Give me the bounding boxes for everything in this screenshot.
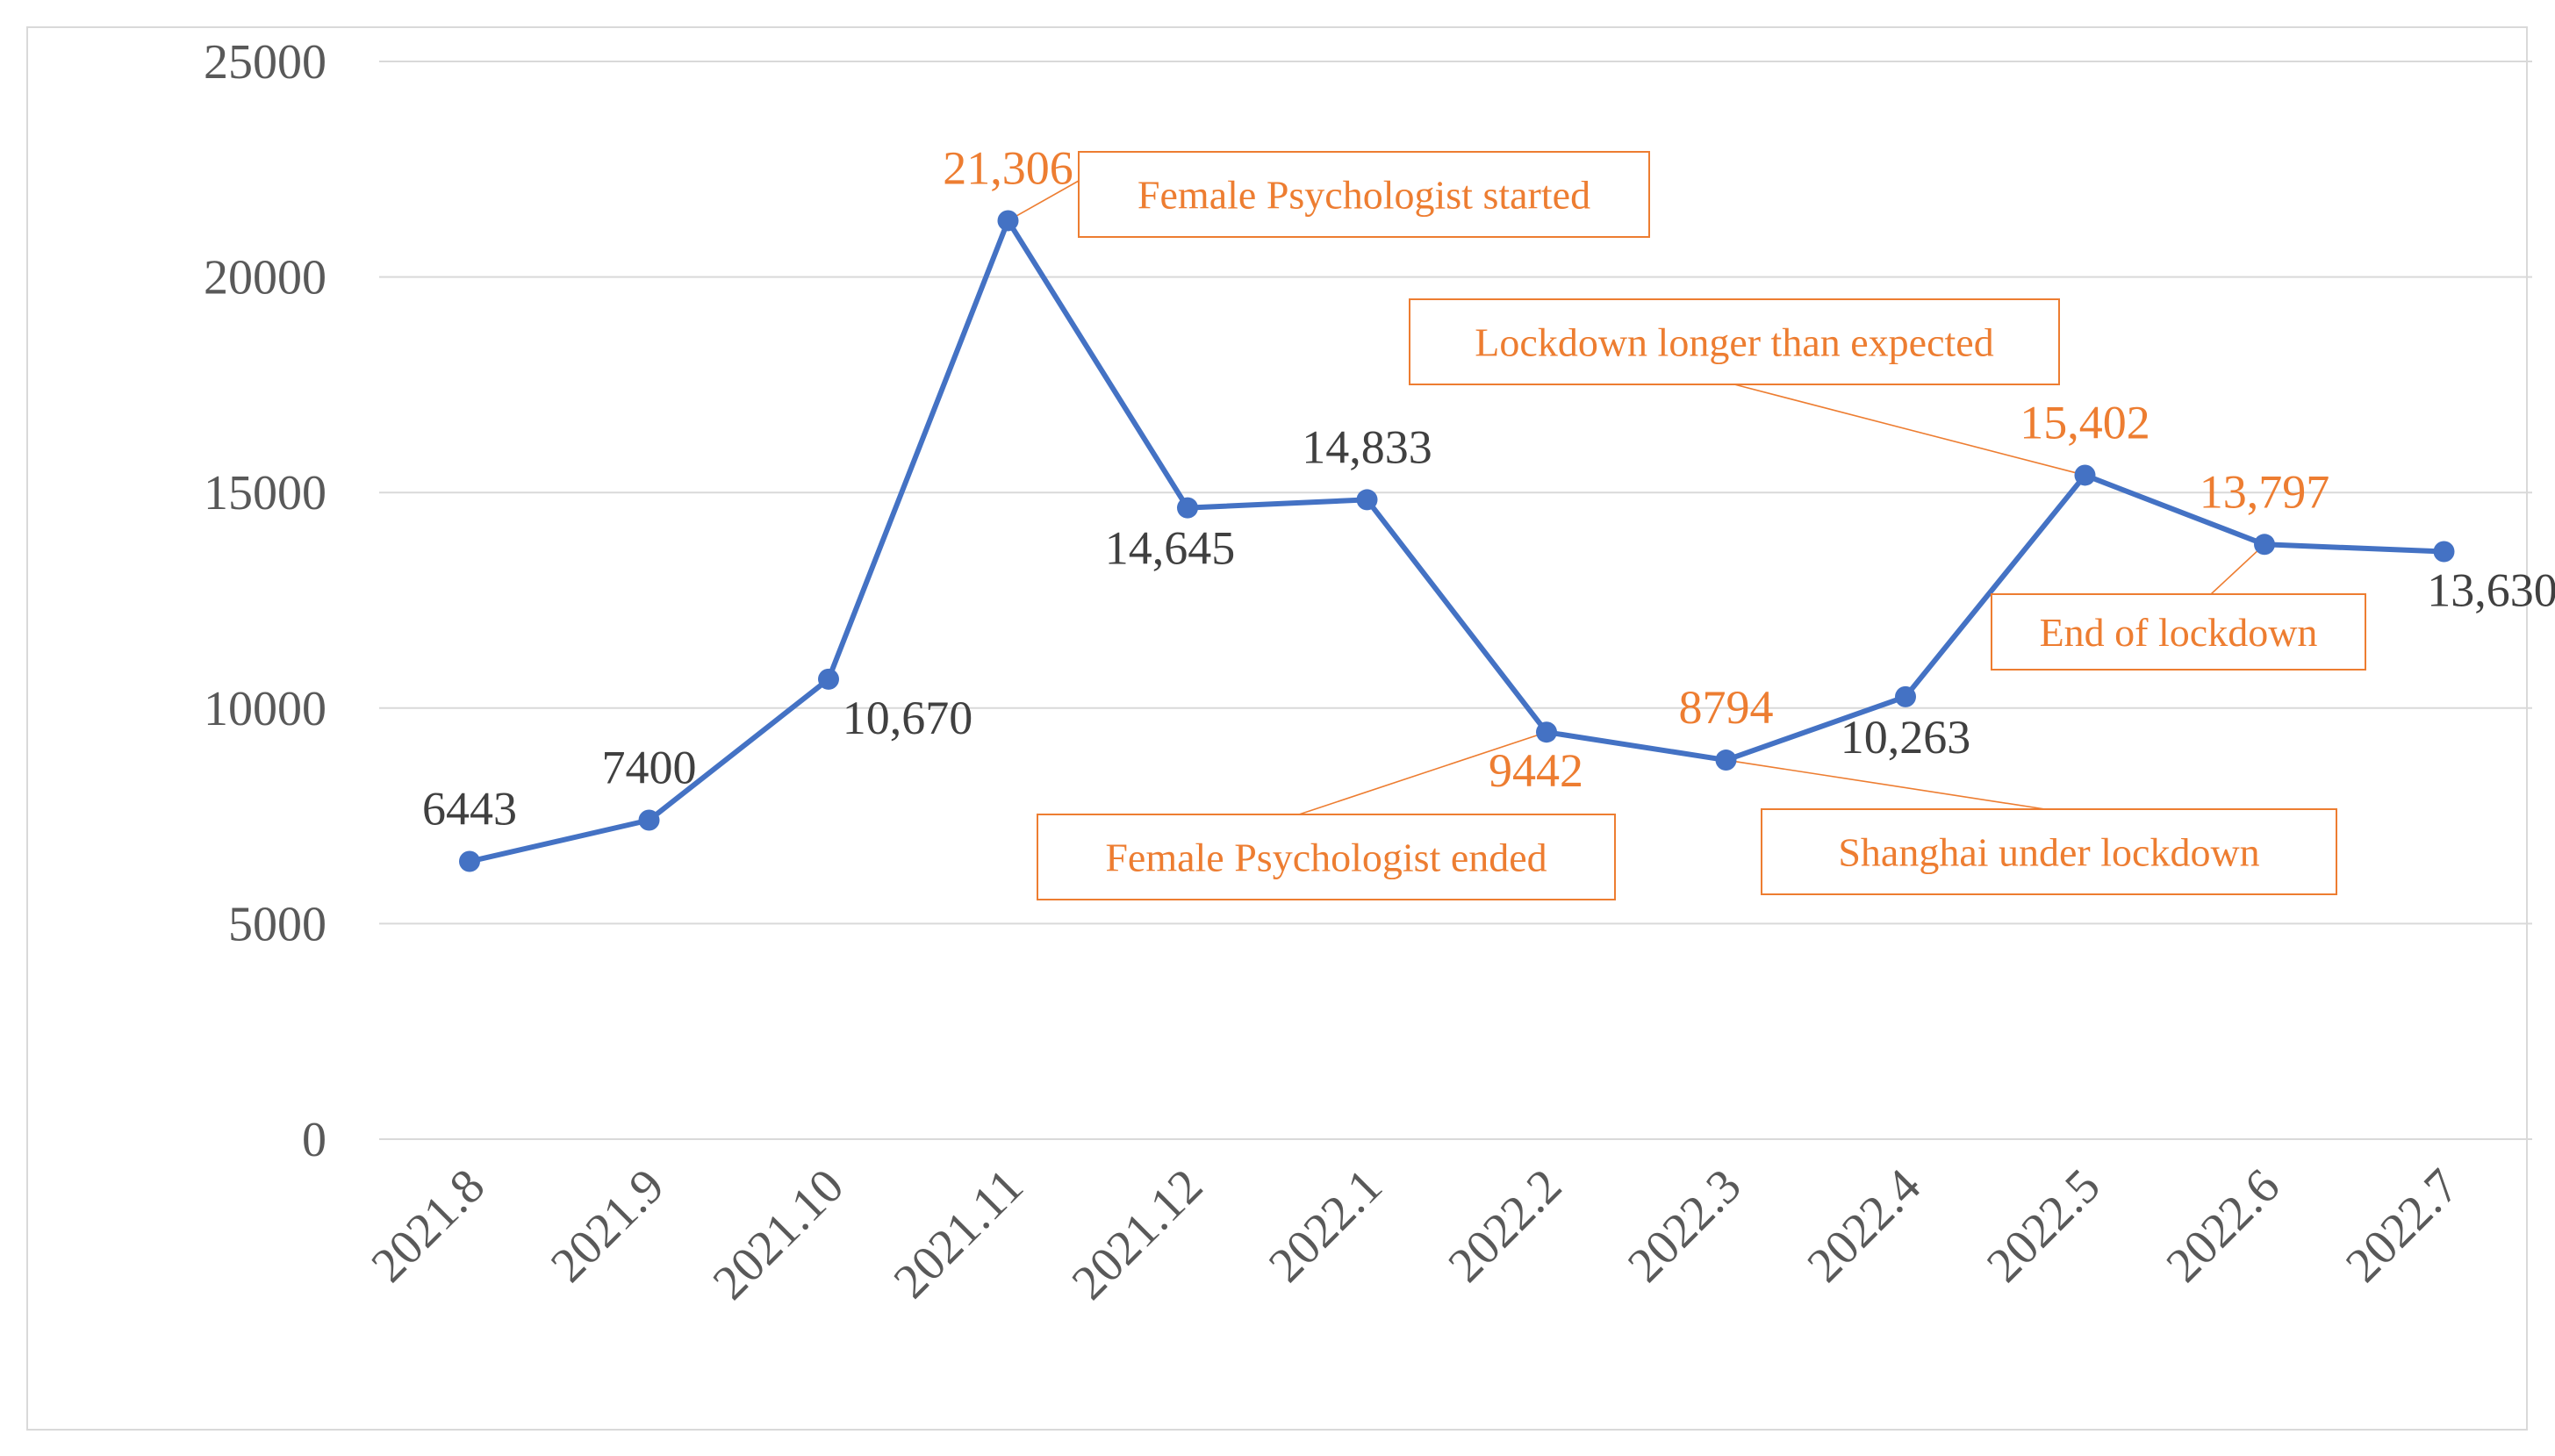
annotation-label: End of lockdown [2040,610,2318,655]
chart-frame [26,26,2528,1431]
data-point-2021.9 [638,809,660,831]
annotation-label: Female Psychologist started [1138,173,1590,218]
annotation-leaders [1008,180,2265,815]
data-label-2021.11: 21,306 [943,141,1073,194]
series-line-layer [467,218,2447,864]
data-label-2022.1: 14,833 [1302,420,1432,473]
data-label-2021.12: 14,645 [1105,522,1236,575]
x-tick-label: 2022.3 [1618,1158,1752,1293]
data-label-2022.3: 8794 [1679,681,1774,734]
y-tick-label-20000: 20000 [204,251,327,305]
y-tick-label-5000: 5000 [228,897,327,951]
annotation-box [1078,151,1650,238]
x-tick-label: 2022.4 [1797,1158,1931,1293]
annotation-box [1409,298,2060,385]
y-tick-label-0: 0 [302,1113,327,1167]
x-tick-label: 2021.9 [541,1158,675,1293]
y-tick-label-25000: 25000 [204,35,327,90]
data-labels: 6443 7400 10,670 21,306 14,645 14,833 9442 8794… [422,141,2555,835]
y-axis-ticks: 0 5000 10000 15000 20000 25000 [204,35,327,1167]
x-axis-ticks: 2021.8 2021.9 2021.10 2021.11 2021.12 2022.1 2… [361,1158,2469,1310]
x-tick-label: 2021.12 [1062,1158,1214,1310]
data-label-2022.2: 9442 [1489,744,1583,797]
annotations: Female Psychologist started Female Psycho… [1037,151,2366,900]
data-point-2021.8 [459,850,480,872]
data-point-2022.6 [2254,534,2275,556]
data-label-2021.10: 10,670 [843,692,973,744]
data-point-2022.1 [1356,489,1378,511]
annotation-label: Lockdown longer than expected [1475,320,1993,365]
x-tick-label: 2022.6 [2156,1158,2290,1293]
x-tick-label: 2022.1 [1259,1158,1393,1293]
data-label-2022.7: 13,630 [2427,563,2555,616]
gridlines [379,61,2532,1140]
annotation-box [1761,808,2337,895]
data-label-2021.8: 6443 [422,783,517,836]
annotation-label: Female Psychologist ended [1105,836,1547,880]
x-tick-label: 2021.8 [361,1158,495,1293]
data-points [459,210,2455,872]
data-label-2021.9: 7400 [602,742,697,794]
x-tick-label: 2021.10 [703,1158,855,1310]
annotation-leader [2210,543,2265,595]
annotation-box [1991,593,2366,671]
annotation-leader [1733,384,2085,477]
y-tick-label-15000: 15000 [204,466,327,520]
annotation-leader [1298,731,1547,815]
x-tick-label: 2022.2 [1438,1158,1572,1293]
series-line [467,218,2447,864]
data-point-2021.12 [1177,497,1198,519]
x-tick-label: 2022.5 [1977,1158,2111,1293]
data-point-2022.2 [1536,721,1557,743]
data-point-2022.3 [1715,750,1737,771]
annotation-label: Shanghai under lockdown [1838,830,2259,875]
annotation-leader [1726,759,2046,810]
data-point-2022.7 [2433,541,2455,563]
y-tick-label-10000: 10000 [204,682,327,736]
data-point-2021.11 [997,210,1019,232]
annotation-leader [1008,180,1080,222]
annotation-box [1037,814,1616,900]
data-point-2021.10 [818,668,839,690]
data-point-2022.4 [1895,685,1916,707]
x-tick-label: 2021.11 [884,1158,1034,1309]
data-point-2022.5 [2074,464,2096,486]
data-label-2022.5: 15,402 [2020,396,2150,448]
data-label-2022.4: 10,263 [1841,711,1971,764]
x-tick-label: 2022.7 [2336,1158,2470,1293]
data-label-2022.6: 13,797 [2200,465,2330,518]
